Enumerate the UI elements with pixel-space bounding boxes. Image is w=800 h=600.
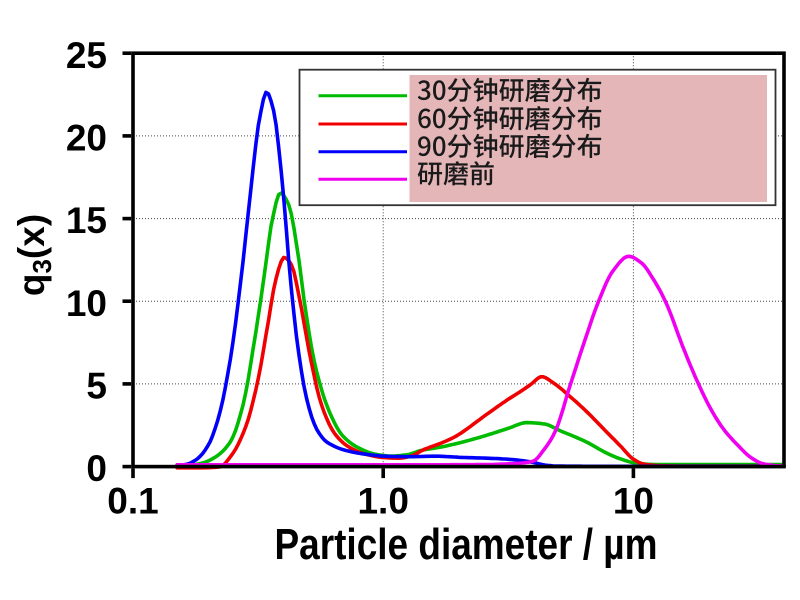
svg-text:20: 20	[66, 118, 107, 159]
svg-text:5: 5	[86, 366, 107, 407]
svg-text:1.0: 1.0	[357, 481, 408, 522]
svg-text:25: 25	[66, 35, 107, 76]
svg-text:15: 15	[66, 200, 107, 241]
svg-text:0.1: 0.1	[107, 481, 158, 522]
svg-text:q3(x): q3(x)	[11, 214, 57, 296]
svg-text:0: 0	[86, 448, 107, 489]
svg-text:Particle diameter / µm: Particle diameter / µm	[275, 520, 658, 569]
svg-text:10: 10	[613, 481, 654, 522]
svg-text:10: 10	[66, 283, 107, 324]
